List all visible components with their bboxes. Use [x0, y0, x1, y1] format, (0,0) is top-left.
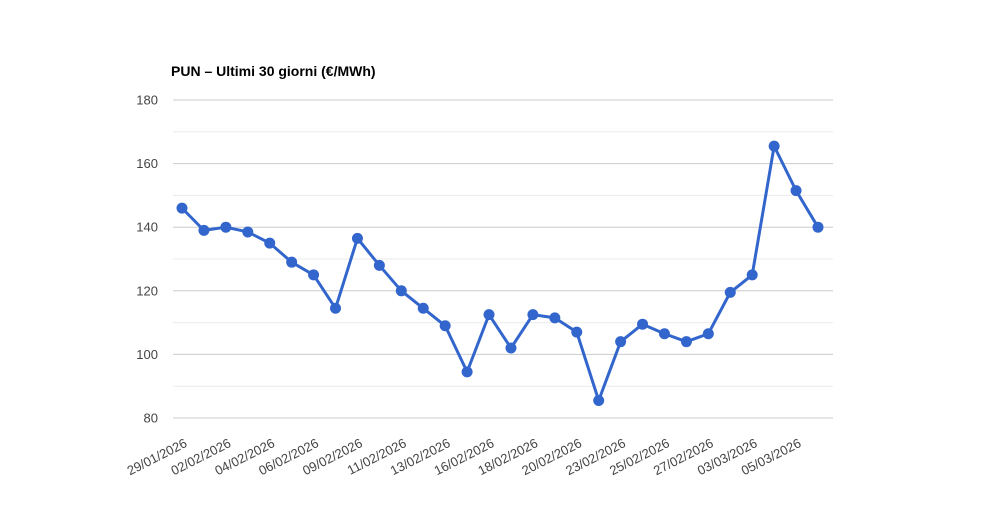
data-point[interactable]	[615, 336, 627, 348]
data-point[interactable]	[746, 269, 758, 281]
data-point[interactable]	[637, 318, 649, 330]
data-point[interactable]	[483, 309, 495, 321]
data-point[interactable]	[680, 336, 692, 348]
y-tick-label: 160	[136, 156, 158, 171]
data-point[interactable]	[417, 302, 429, 314]
series-line	[180, 144, 820, 403]
data-point[interactable]	[527, 309, 539, 321]
data-point[interactable]	[812, 221, 824, 233]
data-point[interactable]	[308, 269, 320, 281]
y-tick-label: 100	[136, 347, 158, 362]
y-tick-label: 120	[136, 283, 158, 298]
data-point[interactable]	[658, 328, 670, 340]
data-point[interactable]	[571, 326, 583, 338]
data-point[interactable]	[505, 342, 517, 354]
data-point[interactable]	[439, 320, 451, 332]
data-point[interactable]	[220, 221, 232, 233]
data-point[interactable]	[242, 226, 254, 238]
data-point[interactable]	[373, 259, 385, 271]
data-point[interactable]	[286, 256, 298, 268]
data-point[interactable]	[264, 237, 276, 249]
data-point[interactable]	[351, 232, 363, 244]
y-tick-label: 180	[136, 93, 158, 108]
data-point[interactable]	[330, 302, 342, 314]
data-point[interactable]	[176, 202, 188, 214]
data-point[interactable]	[395, 285, 407, 297]
chart-title: PUN – Ultimi 30 giorni (€/MWh)	[171, 63, 376, 79]
data-point[interactable]	[790, 185, 802, 197]
data-point[interactable]	[702, 328, 714, 340]
y-tick-label: 140	[136, 220, 158, 235]
data-point[interactable]	[549, 312, 561, 324]
data-point[interactable]	[461, 366, 473, 378]
data-point[interactable]	[198, 224, 210, 236]
y-tick-label: 80	[144, 411, 158, 426]
data-point[interactable]	[593, 395, 605, 407]
data-point[interactable]	[768, 140, 780, 152]
data-point[interactable]	[724, 286, 736, 298]
